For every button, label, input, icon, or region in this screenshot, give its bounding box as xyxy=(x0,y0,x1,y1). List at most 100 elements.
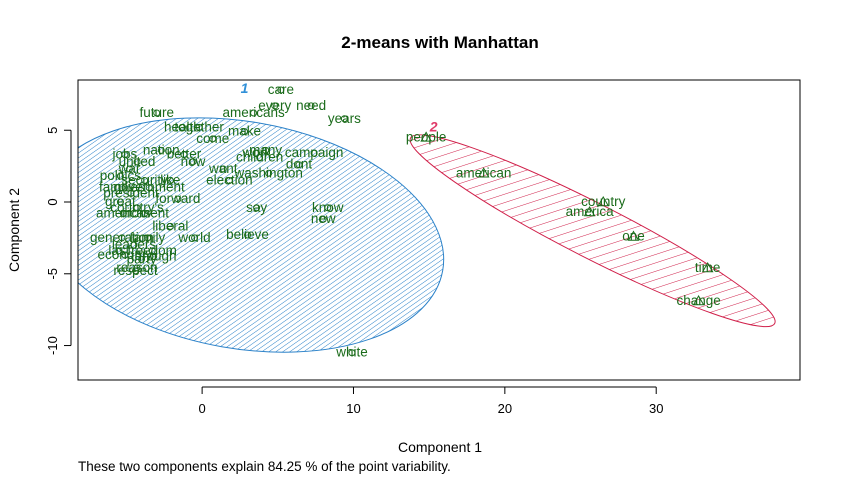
point-marker xyxy=(115,247,123,255)
point-label: election xyxy=(206,172,253,187)
x-tick-label: 0 xyxy=(199,401,206,416)
point-marker xyxy=(166,222,174,230)
point-marker xyxy=(141,176,149,184)
point-marker xyxy=(116,172,124,180)
point-marker xyxy=(253,204,261,212)
x-axis-label: Component 1 xyxy=(398,439,482,455)
point-marker xyxy=(127,189,135,197)
point-label: politics xyxy=(100,168,142,183)
point-label: president xyxy=(103,185,159,200)
point-marker xyxy=(256,154,264,162)
point-marker xyxy=(195,123,203,131)
x-tick-label: 30 xyxy=(649,401,663,416)
point-label: dont xyxy=(286,157,313,172)
point-label: america xyxy=(566,204,615,219)
point-label: moment xyxy=(120,205,169,220)
point-label: country's xyxy=(110,200,164,215)
point-label: leaders xyxy=(112,237,157,252)
variability-caption: These two components explain 84.25 % of … xyxy=(78,459,451,474)
point-marker xyxy=(583,206,596,217)
y-axis: -10 -5 0 5 xyxy=(45,127,72,355)
point-marker xyxy=(225,176,233,184)
point-marker xyxy=(324,204,332,212)
point-label: jobs xyxy=(112,147,138,162)
point-marker xyxy=(118,184,126,192)
point-marker xyxy=(340,115,348,123)
point-marker xyxy=(319,215,327,223)
point-marker xyxy=(157,146,165,154)
point-marker xyxy=(150,253,158,261)
point-marker xyxy=(138,255,146,263)
point-label: make xyxy=(228,124,261,139)
point-label: family xyxy=(130,230,166,245)
point-label: together xyxy=(174,119,224,134)
point-label: health xyxy=(164,119,201,134)
point-label: know xyxy=(312,200,344,215)
y-tick-label: 0 xyxy=(45,198,60,205)
plot-frame xyxy=(77,79,801,381)
point-label: work xyxy=(241,145,271,160)
point-label: freedom xyxy=(127,243,177,258)
y-tick-label: -5 xyxy=(45,268,60,280)
point-marker xyxy=(627,230,640,241)
cluster-2-id-label: 2 xyxy=(429,119,438,135)
point-marker xyxy=(209,135,217,143)
point-label: white xyxy=(335,345,368,360)
y-tick-label: -10 xyxy=(45,336,60,355)
y-tick-label: 5 xyxy=(45,127,60,134)
point-marker xyxy=(180,151,188,159)
point-marker xyxy=(295,161,303,169)
point-label: party xyxy=(127,251,157,266)
point-marker xyxy=(141,209,149,217)
point-label: forward xyxy=(155,191,200,206)
point-label: country xyxy=(581,194,626,209)
point-label: change xyxy=(676,293,720,308)
point-marker xyxy=(166,176,174,184)
x-tick-label: 10 xyxy=(346,401,360,416)
point-marker xyxy=(189,158,197,166)
point-marker xyxy=(125,165,133,173)
point-label: new xyxy=(311,211,336,226)
point-marker xyxy=(348,349,356,357)
point-label: nation xyxy=(143,142,180,157)
point-label: come xyxy=(196,131,229,146)
point-marker xyxy=(118,234,126,242)
point-marker xyxy=(310,149,318,157)
point-marker xyxy=(219,165,227,173)
point-label: years xyxy=(328,111,361,126)
point-marker xyxy=(701,262,714,273)
point-label: need xyxy=(296,98,326,113)
point-label: every xyxy=(258,98,291,113)
y-axis-label: Component 2 xyxy=(6,188,22,272)
point-label: now xyxy=(181,154,206,169)
point-marker xyxy=(240,128,248,136)
point-label: security xyxy=(121,172,168,187)
point-marker xyxy=(250,109,258,117)
point-marker xyxy=(178,123,186,131)
point-marker xyxy=(597,196,610,207)
point-marker xyxy=(145,184,153,192)
point-marker xyxy=(277,86,285,94)
point-marker xyxy=(133,204,141,212)
point-label: one xyxy=(622,228,645,243)
point-label: people xyxy=(406,129,447,144)
point-label: future xyxy=(139,105,174,120)
cluster-1-ellipse xyxy=(78,117,445,353)
point-marker xyxy=(174,195,182,203)
point-label: time xyxy=(695,260,721,275)
point-marker xyxy=(262,146,270,154)
point-label: children xyxy=(236,150,283,165)
point-marker xyxy=(477,167,490,178)
point-label: through xyxy=(131,249,177,264)
point-marker xyxy=(271,102,279,110)
point-label: like xyxy=(160,172,180,187)
cluster-2-ellipse xyxy=(409,134,776,328)
point-marker xyxy=(116,198,124,206)
point-label: american xyxy=(456,165,512,180)
point-marker xyxy=(130,241,138,249)
point-marker xyxy=(244,231,252,239)
chart-title: 2-means with Manhattan xyxy=(341,33,538,52)
point-marker xyxy=(121,251,129,259)
point-label: campaign xyxy=(285,145,344,160)
